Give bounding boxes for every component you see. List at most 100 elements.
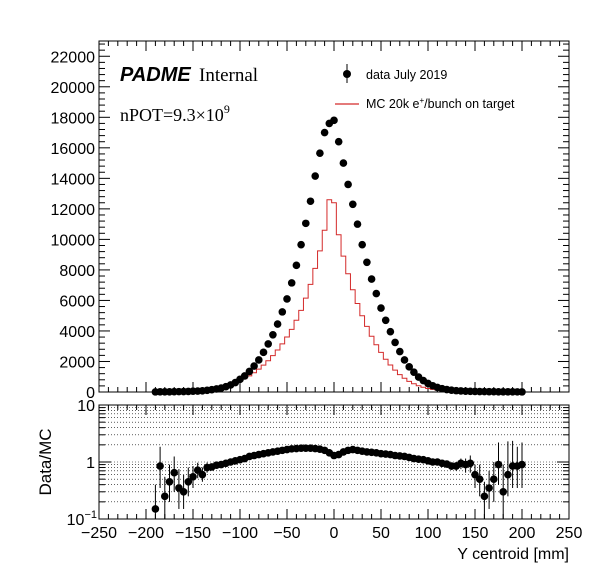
data-point — [245, 367, 254, 376]
data-point — [283, 295, 291, 303]
ratio-x-tick-label: 150 — [462, 525, 489, 542]
ratio-y-tick-base: 1 — [86, 455, 95, 472]
ratio-x-tick-label: 250 — [556, 525, 583, 542]
legend-mc-text-pre: MC 20k e — [366, 97, 420, 111]
data-point — [278, 308, 287, 316]
main-panel: 0 2000 4000 6000 8000 10000 12000 14000 16000 180… — [51, 40, 570, 402]
ratio-point — [518, 460, 526, 469]
legend: data July 2019 MC 20k e+/bunch on target — [335, 64, 515, 111]
ratio-point — [490, 475, 498, 483]
ratio-point — [165, 477, 174, 486]
ratio-point — [151, 505, 160, 513]
npot-exponent: 9 — [224, 102, 230, 116]
data-point — [344, 180, 352, 189]
data-point — [353, 220, 362, 228]
ratio-point — [485, 484, 493, 492]
data-point — [339, 159, 348, 167]
data-point — [372, 289, 381, 298]
data-point — [287, 279, 296, 287]
ratio-point — [193, 466, 202, 474]
data-point — [367, 275, 376, 283]
data-point — [311, 172, 320, 180]
data-point — [391, 338, 399, 347]
data-point — [269, 330, 277, 339]
ratio-point — [471, 470, 479, 479]
main-y-tick-label: 8000 — [59, 263, 95, 280]
ratio-y-tick-label: 10 — [77, 398, 95, 415]
data-point — [349, 200, 357, 209]
legend-mc-superscript: + — [420, 96, 425, 105]
npot-text: nPOT=9.3×10 — [120, 105, 224, 125]
main-y-axis: 0 2000 4000 6000 8000 10000 12000 14000 16000 180… — [51, 43, 569, 402]
data-point — [254, 356, 263, 364]
data-point — [410, 368, 418, 376]
data-point — [386, 327, 395, 336]
main-y-tick-label: 6000 — [59, 293, 95, 310]
data-point — [264, 340, 273, 348]
ratio-point — [156, 462, 164, 470]
data-point — [240, 372, 249, 380]
data-point — [518, 388, 526, 396]
x-axis-label: Y centroid [mm] — [457, 546, 569, 563]
ratio-y-tick-base: 10 — [77, 398, 95, 415]
ratio-x-tick-label: −150 — [175, 525, 211, 542]
data-point — [400, 356, 409, 364]
ratio-y-axis: 10−1 1 10 — [67, 398, 569, 529]
main-y-tick-label: 10000 — [51, 232, 96, 249]
data-point — [316, 149, 324, 157]
main-y-tick-label: 2000 — [59, 354, 95, 371]
ratio-point — [466, 459, 475, 468]
ratio-point — [184, 477, 193, 486]
ratio-point — [170, 468, 178, 477]
ratio-y-tick-base: 10 — [67, 512, 85, 529]
ratio-point — [161, 492, 169, 501]
ratio-point — [494, 460, 503, 469]
ratio-x-tick-label: −50 — [273, 525, 300, 542]
ratio-point — [499, 488, 508, 496]
ratio-x-tick-label: 100 — [415, 525, 442, 542]
legend-data-label: data July 2019 — [366, 68, 447, 82]
ratio-y-axis-label: Data/MC — [36, 428, 55, 495]
data-point — [297, 240, 305, 249]
data-point — [396, 347, 404, 356]
ratio-y-tick-label: 10−1 — [67, 509, 97, 529]
ratio-x-axis: −250 −200 −150 −100 −50 0 50 100 150 200 250 — [81, 405, 582, 542]
data-point — [330, 116, 338, 125]
ratio-x-tick-label: 0 — [330, 525, 339, 542]
data-point — [320, 128, 329, 137]
data-point — [273, 320, 282, 328]
main-y-tick-label: 4000 — [59, 324, 95, 341]
ratio-x-tick-label: 200 — [509, 525, 536, 542]
data-point — [302, 219, 310, 228]
ratio-point — [480, 492, 489, 501]
main-y-tick-label: 12000 — [51, 202, 96, 219]
ratio-point — [179, 488, 188, 496]
data-point — [292, 261, 301, 270]
ratio-y-tick-label: 1 — [86, 455, 95, 472]
npot-label: nPOT=9.3×109 — [120, 102, 230, 125]
data-point — [405, 363, 414, 371]
padme-brand-label: PADME — [120, 64, 191, 86]
data-point — [334, 137, 343, 146]
ratio-x-tick-label: −100 — [222, 525, 258, 542]
legend-mc-text-post: /bunch on target — [424, 97, 515, 111]
legend-mc-label: MC 20k e+/bunch on target — [366, 96, 515, 111]
ratio-point — [475, 475, 484, 483]
data-points-layer — [151, 116, 526, 396]
data-point — [363, 258, 371, 267]
ratio-point — [198, 470, 207, 479]
main-y-tick-label: 14000 — [51, 171, 96, 188]
main-y-tick-label: 22000 — [51, 49, 96, 66]
ratio-point — [504, 470, 512, 479]
data-point — [377, 304, 385, 312]
ratio-point — [189, 472, 197, 481]
internal-label: Internal — [199, 65, 258, 86]
data-point — [306, 197, 315, 206]
main-y-tick-label: 0 — [86, 385, 95, 402]
ratio-points-layer — [151, 440, 526, 519]
main-y-tick-label: 18000 — [51, 110, 96, 127]
ratio-x-tick-label: 50 — [372, 525, 390, 542]
